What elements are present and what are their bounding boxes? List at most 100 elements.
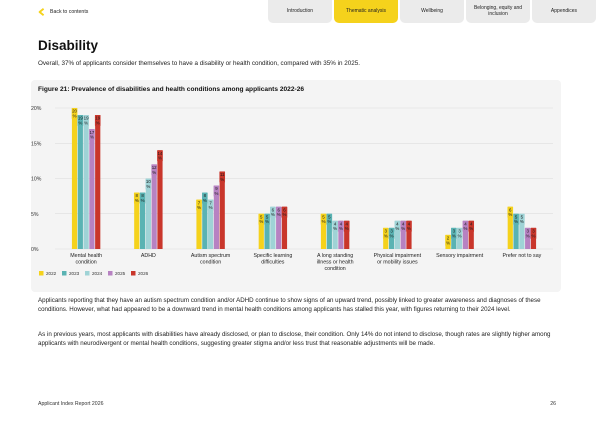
x-category-label: Specific learning [253, 253, 292, 259]
data-label: 6 [272, 207, 275, 212]
bar [71, 108, 78, 249]
back-to-contents-link[interactable]: Back to contents [38, 8, 88, 16]
data-label-unit: % [469, 226, 473, 231]
bar [276, 206, 282, 249]
data-label-box [343, 220, 350, 232]
bar [83, 115, 89, 249]
data-label-box [83, 115, 89, 127]
data-label-box [94, 115, 101, 127]
x-category-label: Mental health [70, 253, 102, 259]
back-to-contents-label: Back to contents [50, 9, 89, 15]
bar [77, 115, 83, 249]
data-label: 12 [152, 165, 157, 170]
x-category-label: Prefer not to say [502, 253, 541, 259]
data-label-box [462, 220, 469, 232]
tab-appendices[interactable]: Appendices [532, 0, 596, 23]
data-label: 9 [215, 186, 218, 191]
bar [270, 206, 276, 249]
data-label-unit: % [265, 219, 269, 224]
data-label-unit: % [197, 205, 201, 210]
page-title: Disability [38, 38, 99, 53]
data-label: 5 [521, 214, 524, 219]
legend-label: 2024 [92, 271, 103, 276]
bar [202, 192, 208, 249]
tab-introduction[interactable]: Introduction [268, 0, 332, 23]
data-label: 10 [146, 179, 151, 184]
data-label: 2 [447, 236, 450, 241]
data-label: 19 [78, 116, 83, 121]
data-label-unit: % [395, 226, 399, 231]
data-label: 3 [532, 228, 535, 233]
x-category-label: or mobility issues [377, 259, 418, 265]
data-label-box [139, 192, 146, 204]
bar [394, 220, 400, 249]
tab-thematic-analysis[interactable]: Thematic analysis [334, 0, 398, 23]
bar [264, 213, 270, 249]
y-tick-label: 15% [31, 141, 42, 147]
bar-chart: 0%5%10%15%20% 20% 19%19%17%19%Mental healt… [31, 106, 553, 276]
data-label-box [519, 213, 525, 225]
bar [338, 220, 344, 249]
bar [258, 213, 264, 249]
data-label: 4 [408, 221, 411, 226]
data-label: 5 [328, 214, 331, 219]
bar [400, 220, 406, 249]
tab-label: Appendices [550, 7, 578, 14]
data-label: 7 [209, 200, 212, 205]
data-label-unit: % [158, 156, 162, 161]
figure-title: Figure 21: Prevalence of disabilities an… [38, 86, 305, 93]
data-label-box [196, 199, 202, 211]
data-label-unit: % [135, 198, 139, 203]
data-label-unit: % [146, 184, 150, 189]
x-category-label: Sensory impairment [436, 253, 484, 259]
data-label-unit: % [333, 226, 337, 231]
bar [507, 206, 513, 249]
data-label-unit: % [78, 120, 82, 125]
back-chevron-icon [38, 8, 45, 16]
data-label-unit: % [90, 135, 94, 140]
tab-belonging-equity-inclusion[interactable]: Belonging, equity and inclusion [466, 0, 530, 23]
data-label: 7 [198, 200, 201, 205]
data-label: 3 [385, 228, 388, 233]
bar [332, 220, 338, 249]
intro-text: Overall, 37% of applicants consider them… [38, 60, 361, 67]
data-label-box [513, 213, 519, 225]
section-tabs: Introduction Thematic analysis Wellbeing… [268, 0, 596, 23]
bar [326, 213, 332, 249]
bar [157, 150, 163, 249]
bar [406, 220, 412, 249]
data-label-box [133, 192, 140, 204]
data-label: 4 [464, 221, 467, 226]
y-tick-label: 20% [31, 106, 42, 112]
bar [468, 220, 474, 249]
data-label-box [77, 115, 84, 127]
data-label: 6 [509, 207, 512, 212]
bar [519, 213, 525, 249]
data-label: 3 [526, 228, 529, 233]
data-label-unit: % [401, 226, 405, 231]
data-label-unit: % [152, 170, 156, 175]
data-label-unit: % [84, 120, 88, 125]
data-label: 20 [72, 109, 77, 114]
data-label-unit: % [322, 219, 326, 224]
data-label-unit: % [271, 212, 275, 217]
top-navigation: Back to contents Introduction Thematic a… [0, 0, 600, 24]
legend-swatch [131, 271, 136, 276]
data-label-box [219, 171, 226, 183]
data-label-unit: % [259, 219, 263, 224]
data-label: 4 [340, 221, 343, 226]
bar [151, 164, 157, 249]
data-label: 4 [470, 221, 473, 226]
data-label-unit: % [446, 240, 450, 245]
data-label-unit: % [73, 113, 77, 118]
data-label-unit: % [345, 226, 349, 231]
data-label-unit: % [514, 219, 518, 224]
data-label-box [451, 227, 457, 239]
page-number: 26 [550, 401, 556, 407]
x-category-label: Physical impairment [374, 253, 422, 259]
tab-wellbeing[interactable]: Wellbeing [400, 0, 464, 23]
bar [344, 220, 350, 249]
data-label-unit: % [384, 233, 388, 238]
data-label-unit: % [327, 219, 331, 224]
data-label-box [332, 220, 338, 232]
